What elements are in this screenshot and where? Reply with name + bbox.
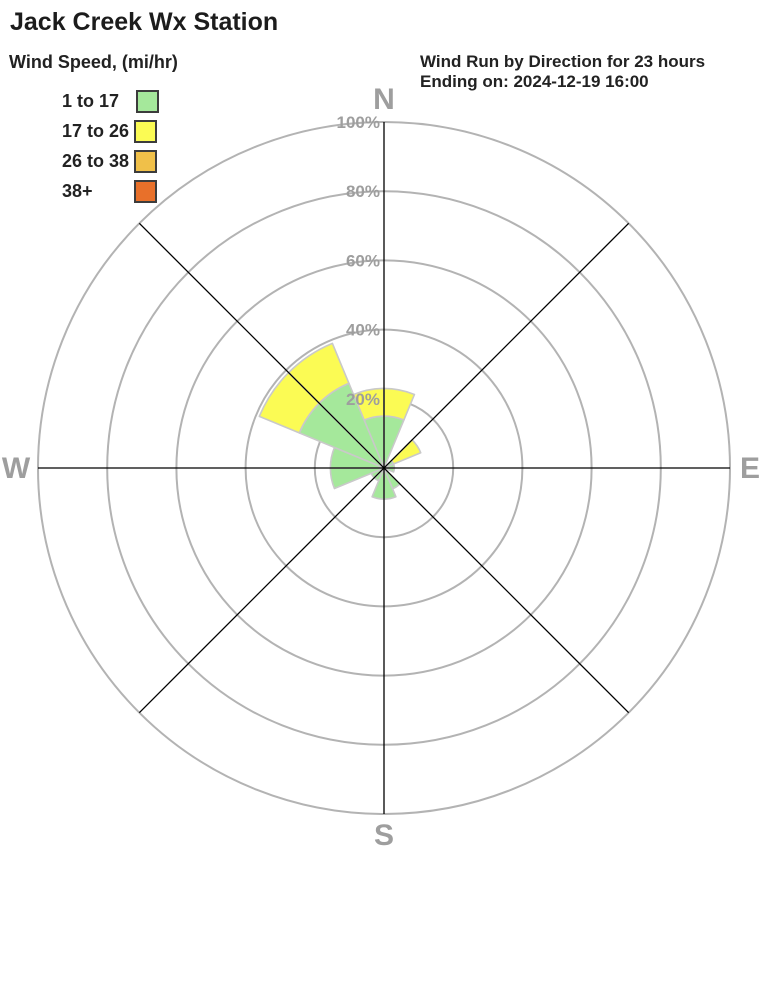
legend-label: 38+ [62,181,93,201]
compass-label-west: W [2,452,31,485]
legend-swatch-amber [134,149,157,173]
ring-label-80: 80% [346,182,380,201]
ring-label-20: 20% [346,390,380,409]
ring-label-60: 60% [346,251,380,270]
wind-petal-NW-b-bin1 [287,342,350,404]
legend-label: 1 to 17 [62,91,120,111]
legend-swatch-green [136,89,159,113]
ring-label-40: 40% [346,321,380,340]
legend-swatch-orange [134,179,157,203]
chart-subtitle-line1: Wind Run by Direction for 23 hours [420,52,706,71]
legend-title: Wind Speed, (mi/hr) [9,52,178,72]
axis-sw-ne [138,222,630,714]
legend-label: 26 to 38 [62,151,130,171]
chart-subtitle: Wind Run by Direction for 23 hours Endin… [420,52,705,92]
compass-label-east: E [740,452,760,485]
legend-swatch-yellow [134,119,157,143]
wind-petal-N-b-bin1 [383,387,416,421]
wind-petal-NE-bin1 [390,439,422,465]
compass-label-north: N [373,83,395,116]
chart-subtitle-line2: Ending on: 2024-12-19 16:00 [420,72,649,91]
legend-label: 17 to 26 [62,121,130,141]
ring-label-100: 100% [337,113,380,132]
page-title: Jack Creek Wx Station [10,8,279,36]
compass-label-south: S [374,819,394,852]
